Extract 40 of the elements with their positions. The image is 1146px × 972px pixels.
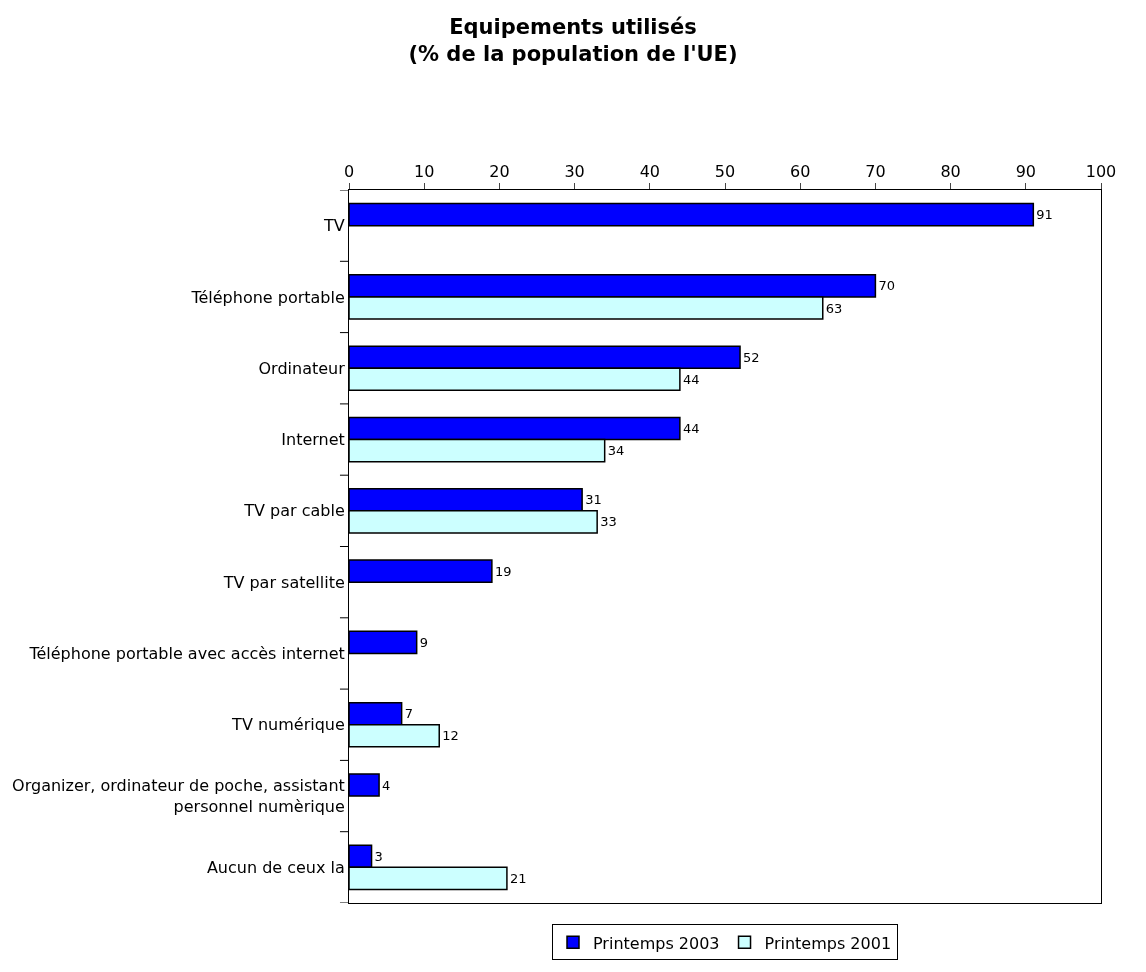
data-label: 21 (509, 870, 527, 886)
legend-label: Printemps 2003 (593, 933, 720, 953)
data-label: 33 (600, 514, 617, 530)
data-label: 3 (374, 848, 383, 864)
y-tick-label: Aucun de ceux la (206, 857, 345, 877)
y-tick-label: TV (323, 216, 345, 236)
data-label: 44 (682, 421, 700, 436)
data-label: 9 (419, 634, 428, 650)
data-label: 7 (404, 706, 413, 722)
x-tick-label: 40 (639, 161, 660, 181)
x-tick-label: 50 (714, 161, 736, 181)
x-tick-label: 60 (790, 161, 811, 181)
x-tick-label: 30 (564, 161, 585, 181)
y-tick-label: TV par cable (243, 501, 345, 521)
data-label: 70 (878, 278, 895, 294)
data-label: 19 (494, 563, 512, 579)
y-tick-label: TV numérique (231, 715, 345, 735)
x-tick-label: 100 (1085, 161, 1117, 181)
x-tick-label: 80 (940, 161, 961, 181)
data-label: 4 (382, 777, 391, 793)
data-label: 34 (607, 443, 625, 459)
chart-title: Equipements utilisés (% de la population de l'UE) (408, 15, 738, 67)
data-label: 91 (1036, 207, 1053, 223)
data-label: 63 (825, 300, 843, 316)
y-tick-label: Internet (281, 430, 345, 450)
x-tick-label: 10 (414, 161, 435, 181)
data-label: 31 (585, 492, 602, 508)
y-tick-label: Téléphone portable (190, 287, 345, 307)
x-tick-label: 70 (865, 161, 886, 181)
y-tick-label: Téléphone portable avec accès internet (28, 644, 345, 664)
data-label: 12 (442, 728, 459, 744)
y-tick-label: Organizer, ordinateur de poche, assistant personnel numèrique (12, 776, 345, 817)
y-tick-label: Ordinateur (258, 358, 346, 378)
data-label: 44 (682, 371, 700, 387)
x-tick-label: 0 (343, 161, 355, 181)
x-tick-label: 20 (489, 161, 510, 181)
data-label: 52 (743, 349, 760, 365)
x-tick-label: 90 (1015, 161, 1036, 181)
y-tick-label: TV par satellite (222, 572, 345, 592)
legend-label: Printemps 2001 (764, 933, 892, 953)
